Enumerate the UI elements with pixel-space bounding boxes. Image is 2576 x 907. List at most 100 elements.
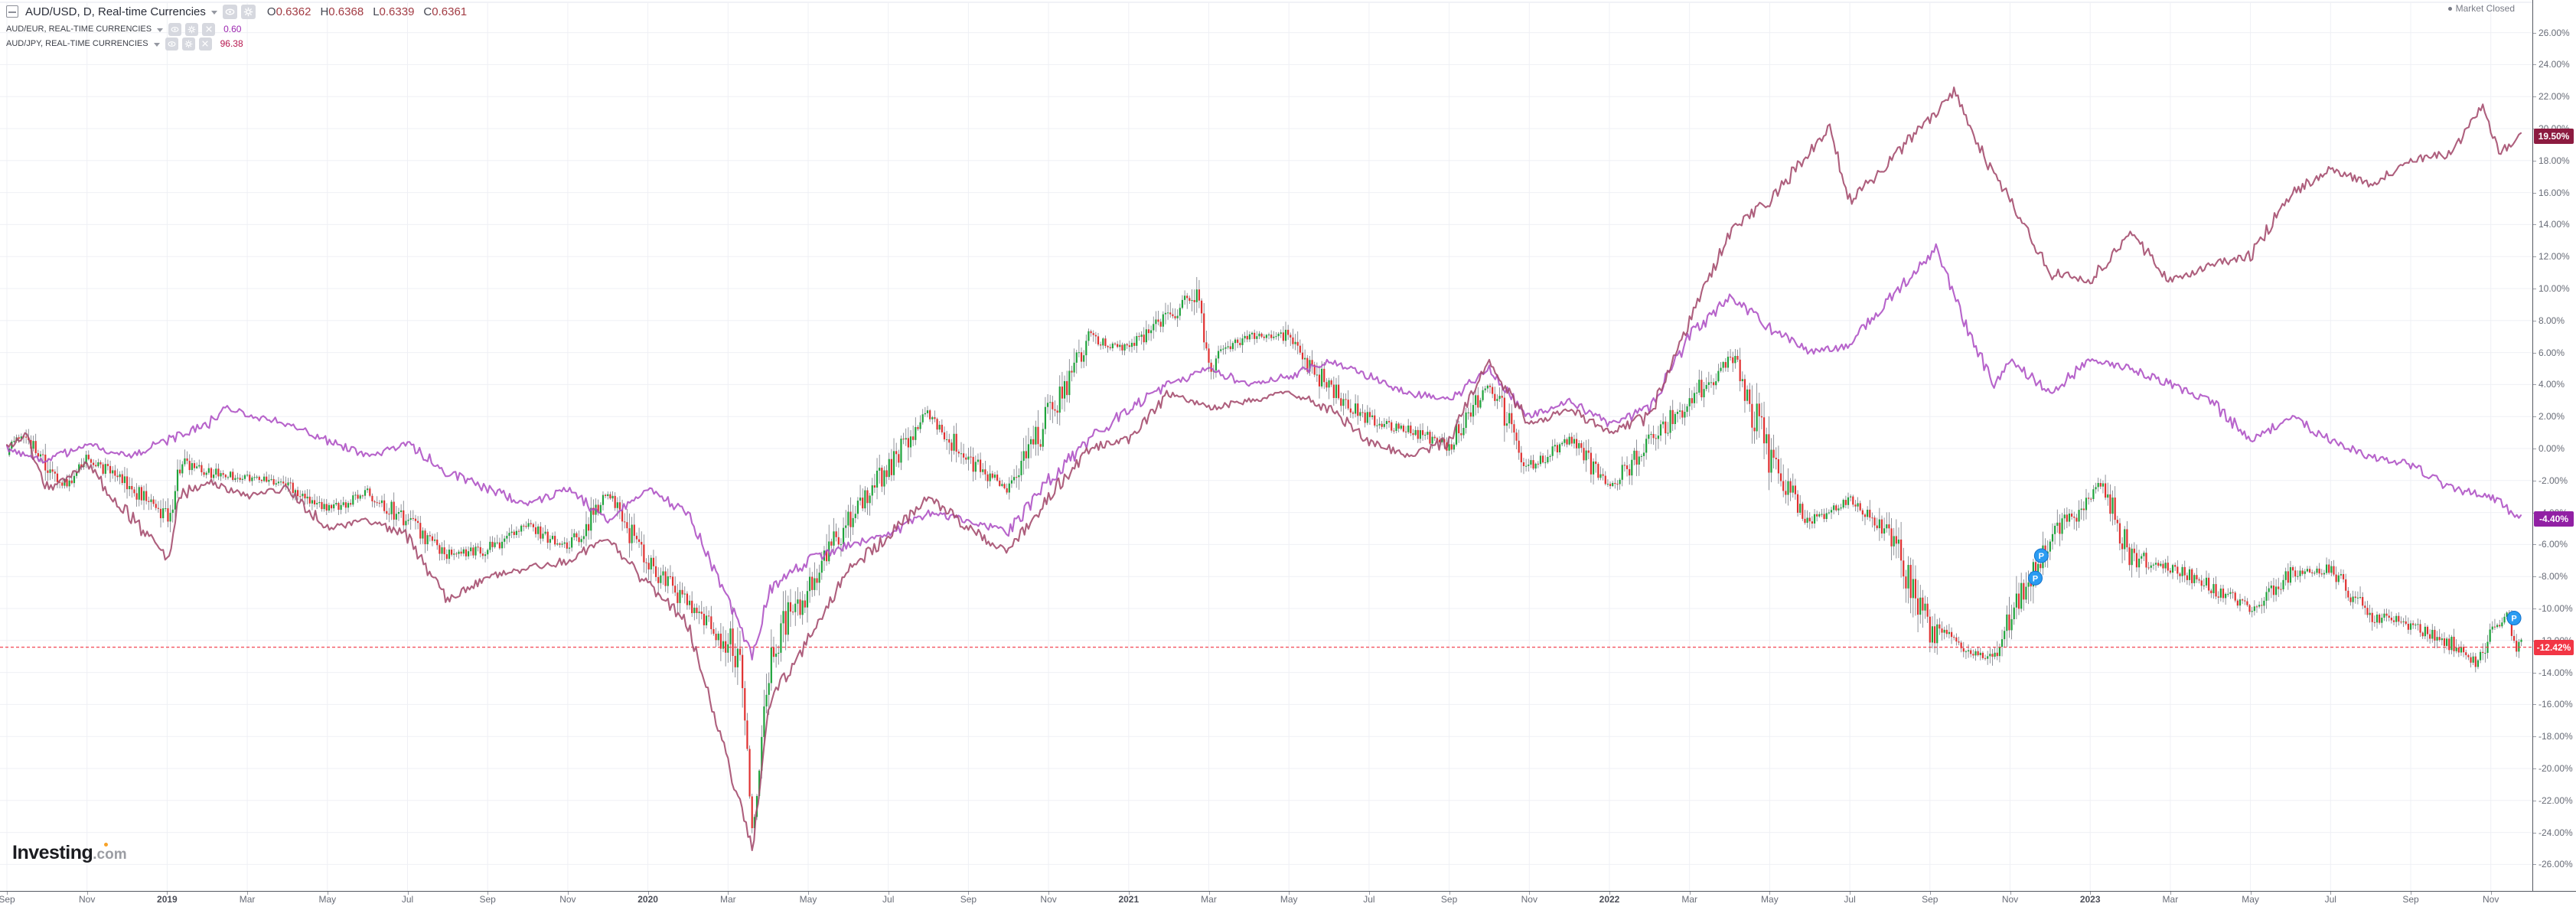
last-price-badge: -4.40% [2534,511,2574,527]
close-icon [202,41,208,47]
price-axis-label: 18.00% [2539,155,2570,166]
time-axis-tick [1128,892,1130,895]
time-axis-label: May [799,894,817,905]
close-key: C [423,5,432,18]
visibility-button[interactable] [165,37,178,51]
time-axis-tick [2010,892,2011,895]
logo-tld-text: .com [93,847,127,863]
price-axis-label: 8.00% [2539,315,2565,326]
time-axis-tick [167,892,168,895]
chevron-down-icon[interactable] [210,10,217,15]
main-symbol-title[interactable]: AUD/USD, D, Real-time Currencies [25,5,206,18]
time-axis-tick [567,892,569,895]
time-axis-tick [728,892,729,895]
overlay-symbol-title[interactable]: AUD/JPY, REAL-TIME CURRENCIES [6,39,148,48]
position-pin-marker[interactable]: P [2027,570,2043,586]
time-axis-tick [487,892,489,895]
high-key: H [320,5,329,18]
time-axis-label: Nov [2001,894,2019,905]
price-axis-tick [2533,224,2536,226]
close-value: 0.6361 [432,5,468,18]
price-axis-tick [2533,64,2536,66]
price-axis-tick [2533,576,2536,578]
open-key: O [266,5,276,18]
price-axis-label: -16.00% [2539,699,2573,710]
price-axis-label: 14.00% [2539,219,2570,230]
time-axis[interactable]: Sep Nov 2019 Mar May Jul Sep Nov 2020 Mar May Jul Se… [0,891,2576,907]
settings-button[interactable] [185,22,199,36]
time-axis-tick [808,892,809,895]
time-axis-label: Jul [1363,894,1375,905]
gear-icon [184,40,192,47]
market-status-label: Market Closed [2455,3,2515,14]
price-axis-label: -2.00% [2539,475,2568,486]
price-axis-tick [2533,384,2536,386]
time-axis-tick [86,892,88,895]
logo-brand-text: Investing [12,842,93,863]
price-axis[interactable]: 26.00%24.00%22.00%20.00%18.00%16.00%14.0… [2532,0,2576,891]
price-axis-tick [2533,672,2536,674]
price-axis-tick [2533,864,2536,866]
price-axis-label: 4.00% [2539,379,2565,390]
time-axis-tick [247,892,249,895]
time-axis-label: 2020 [637,894,658,905]
investing-logo[interactable]: Investing.com [12,842,127,864]
time-axis-label: Nov [559,894,576,905]
legend-row-audeur: AUD/EUR, REAL-TIME CURRENCIES [6,22,467,36]
svg-text:P: P [2039,552,2044,561]
high-value: 0.6368 [328,5,364,18]
time-axis-tick [1609,892,1610,895]
low-value: 0.6339 [379,5,415,18]
price-axis-tick [2533,256,2536,258]
ohlc-values: O0.6362 H0.6368 L0.6339 C0.6361 [267,5,467,18]
time-axis-tick [407,892,409,895]
time-axis-tick [2170,892,2171,895]
time-axis-label: Mar [1681,894,1698,905]
time-axis-label: Jul [1844,894,1856,905]
collapse-legend-icon[interactable] [6,5,18,18]
price-axis-label: -24.00% [2539,827,2573,838]
price-axis-label: -26.00% [2539,859,2573,870]
time-axis-label: Sep [2402,894,2419,905]
chevron-down-icon[interactable] [153,42,160,47]
time-axis-label: Mar [1201,894,1217,905]
time-axis-label: Mar [239,894,256,905]
remove-overlay-button[interactable] [198,37,212,51]
overlay-symbol-title[interactable]: AUD/EUR, REAL-TIME CURRENCIES [6,24,152,34]
price-axis-tick [2533,192,2536,194]
remove-overlay-button[interactable] [202,22,216,36]
time-axis-tick [1289,892,1290,895]
time-axis-tick [2250,892,2252,895]
visibility-button[interactable] [168,22,182,36]
position-pin-marker[interactable]: P [2506,611,2522,626]
eye-icon [171,26,179,32]
time-axis-tick [2090,892,2092,895]
last-price-badge: -12.42% [2534,639,2574,655]
price-axis-label: 0.00% [2539,443,2565,454]
gear-icon [243,7,253,16]
price-axis-label: 22.00% [2539,91,2570,103]
time-axis-tick [968,892,970,895]
price-axis-label: -8.00% [2539,571,2568,582]
time-axis-label: 2019 [157,894,178,905]
settings-button[interactable] [240,4,256,19]
time-axis-label: Sep [960,894,977,905]
time-axis-tick [1048,892,1050,895]
settings-button[interactable] [181,37,195,51]
svg-text:P: P [2033,574,2038,583]
time-axis-label: May [2242,894,2259,905]
time-axis-label: 2022 [1599,894,1620,905]
legend: AUD/USD, D, Real-time Currencies O0.6362 [6,2,467,51]
chevron-down-icon[interactable] [157,28,164,32]
time-axis-label: May [318,894,337,905]
price-axis-label: 26.00% [2539,27,2570,38]
time-axis-label: Jul [2324,894,2336,905]
position-pin-marker[interactable]: P [2033,548,2049,563]
visibility-button[interactable] [222,4,237,19]
legend-row-audjpy: AUD/JPY, REAL-TIME CURRENCIES [6,37,467,51]
time-axis-tick [1689,892,1691,895]
price-axis-label: 10.00% [2539,283,2570,294]
time-axis-tick [2490,892,2492,895]
price-axis-label: -20.00% [2539,763,2573,774]
